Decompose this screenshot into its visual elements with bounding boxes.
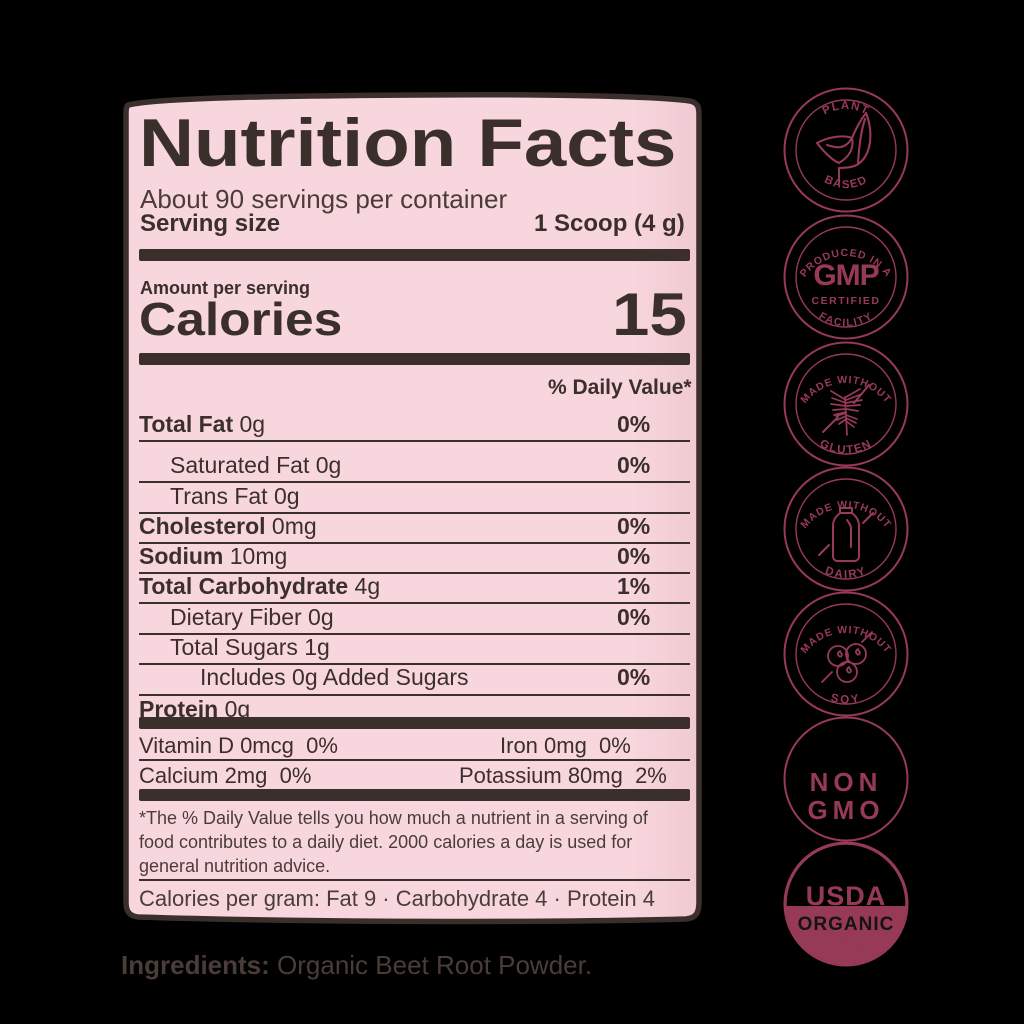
svg-text:SOY: SOY bbox=[830, 692, 863, 706]
svg-text:USDA: USDA bbox=[806, 881, 887, 911]
svg-text:FACILITY: FACILITY bbox=[817, 310, 875, 329]
svg-text:CERTIFIED: CERTIFIED bbox=[812, 295, 881, 307]
svg-text:MADE WITHOUT: MADE WITHOUT bbox=[798, 499, 893, 531]
svg-text:ORGANIC: ORGANIC bbox=[798, 914, 895, 935]
svg-text:NON: NON bbox=[810, 767, 883, 797]
svg-text:DAIRY: DAIRY bbox=[823, 565, 868, 581]
svg-text:GMP: GMP bbox=[813, 259, 878, 292]
svg-text:GMO: GMO bbox=[807, 795, 884, 825]
svg-text:BASED: BASED bbox=[822, 174, 869, 191]
svg-text:GLUTEN: GLUTEN bbox=[818, 438, 874, 457]
